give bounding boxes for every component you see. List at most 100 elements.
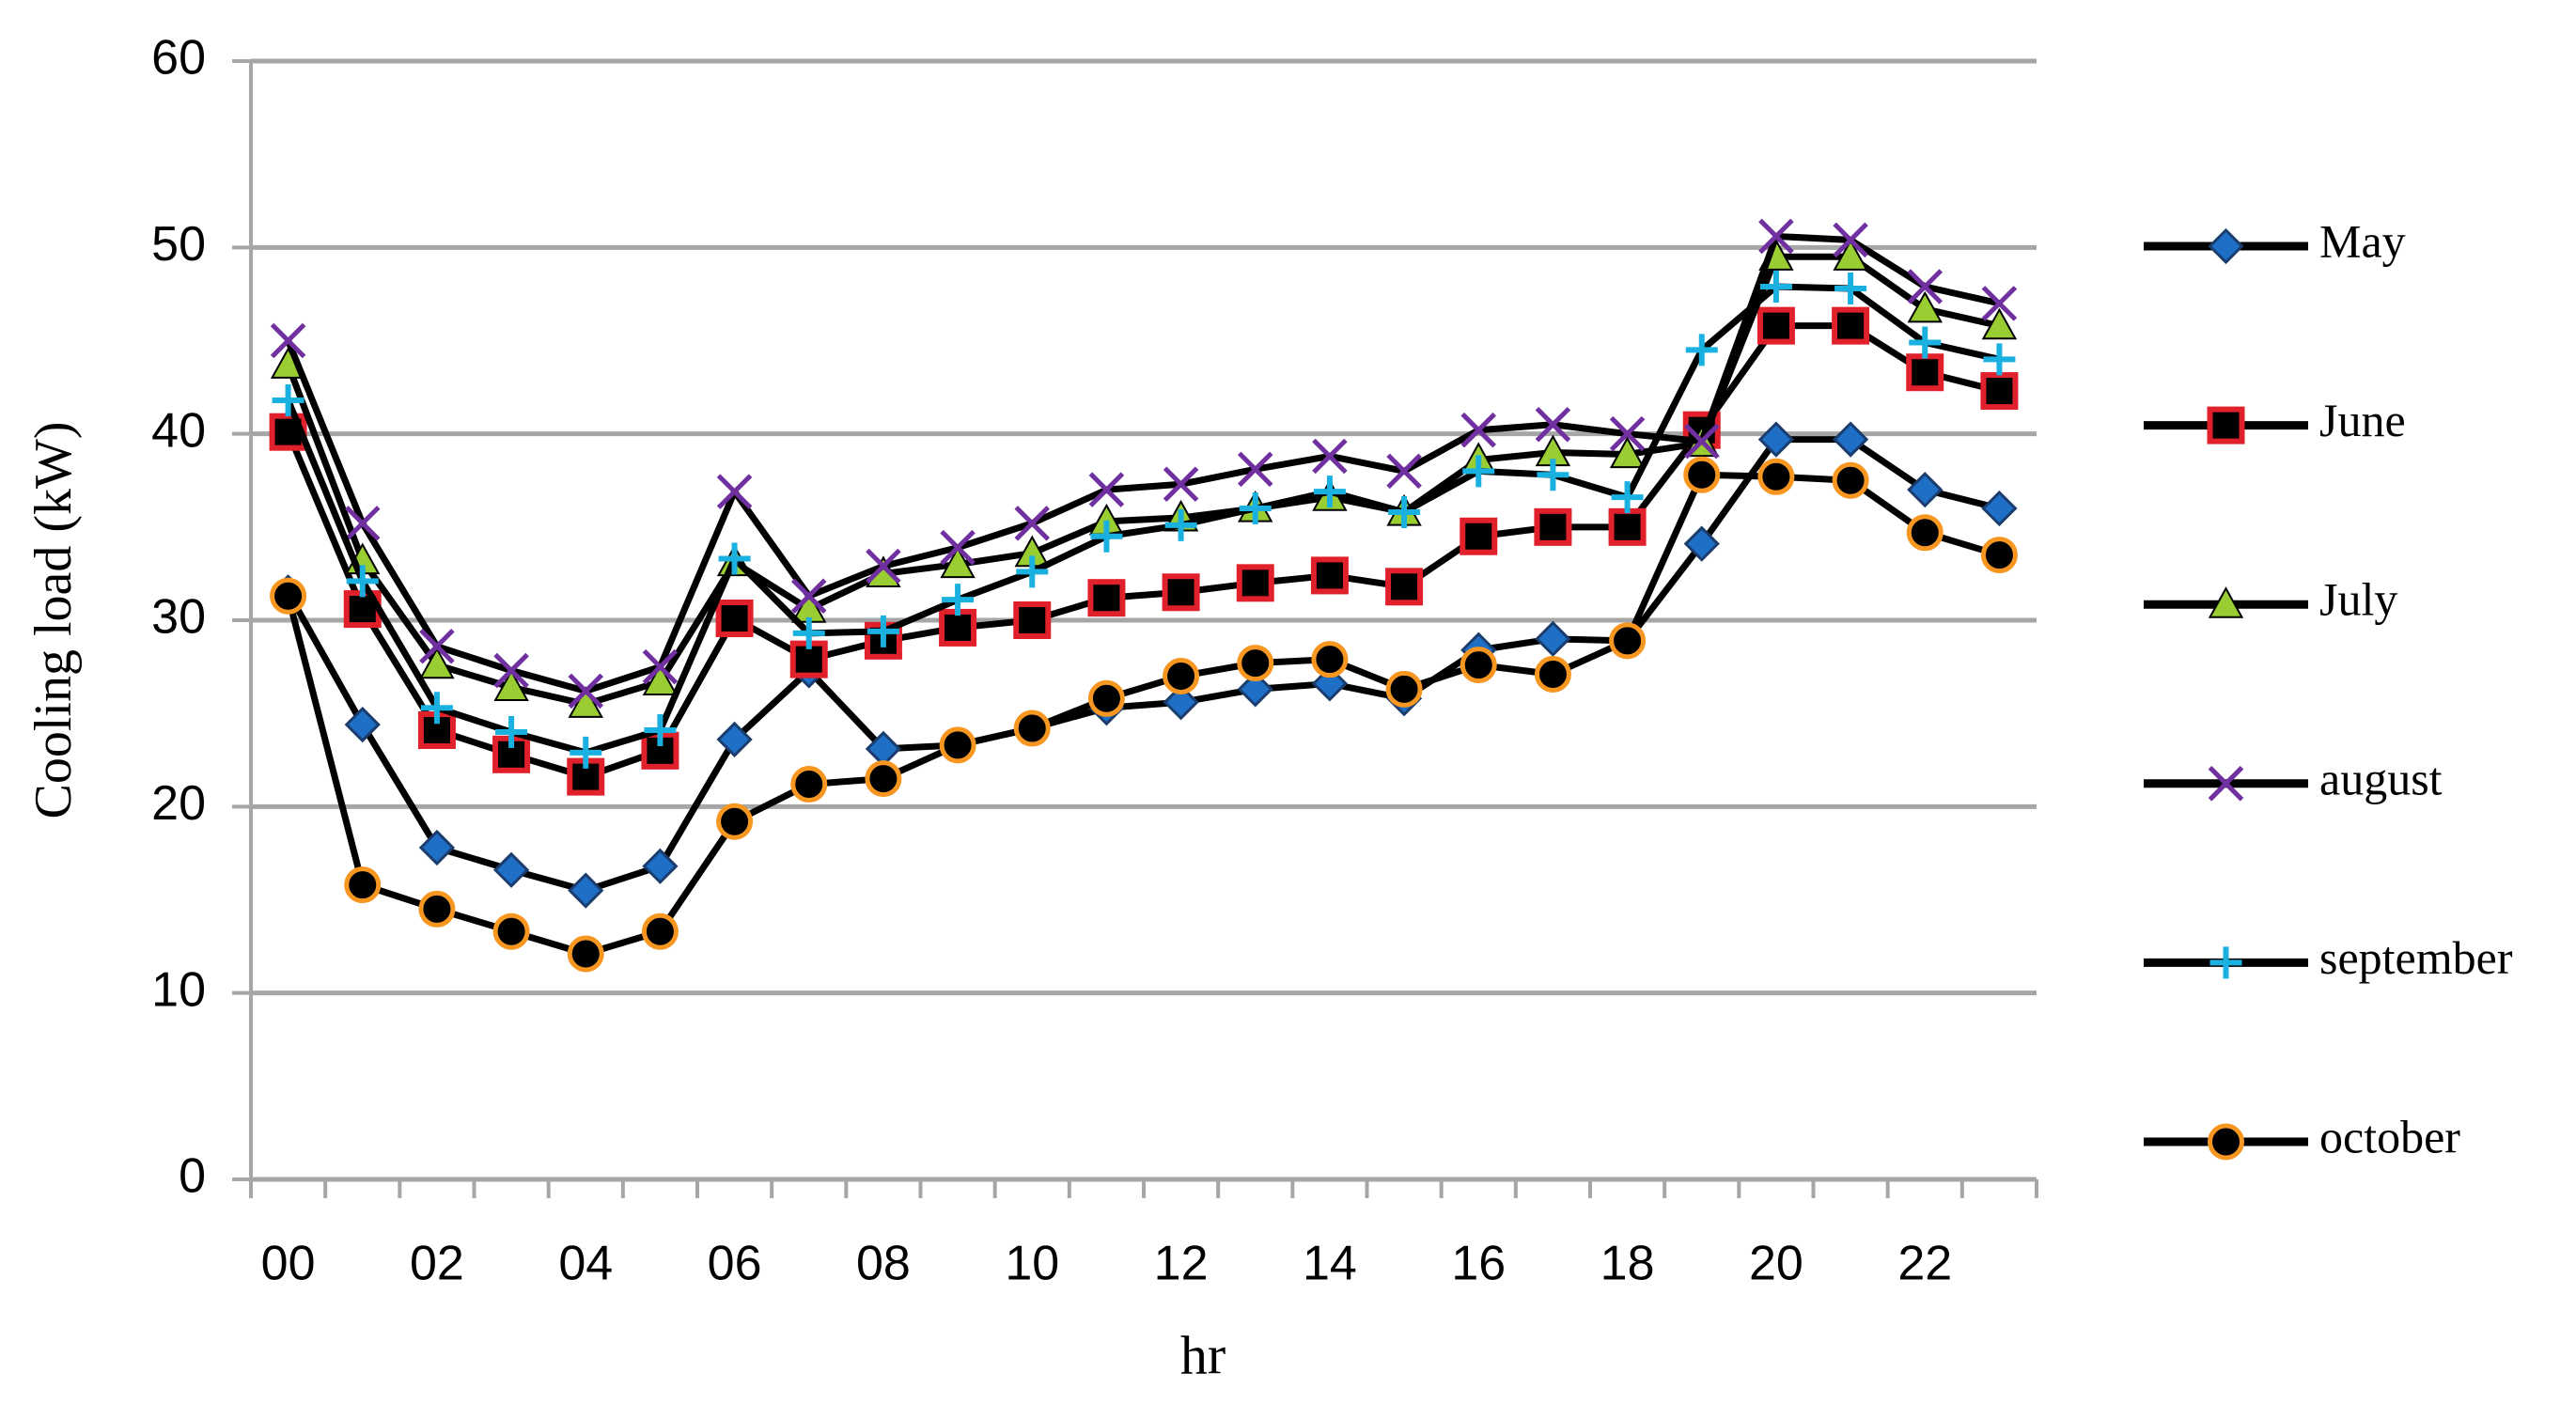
marker xyxy=(2208,1123,2244,1161)
marker xyxy=(866,548,901,585)
marker xyxy=(1386,453,1422,490)
marker xyxy=(1016,555,1049,588)
marker xyxy=(1980,537,2018,574)
marker xyxy=(417,711,456,750)
marker xyxy=(1757,458,1795,495)
legend-label: september xyxy=(2319,931,2513,984)
marker xyxy=(644,714,677,747)
marker xyxy=(1313,476,1346,508)
marker xyxy=(716,803,754,840)
marker xyxy=(1534,507,1572,546)
marker xyxy=(1162,573,1200,612)
marker xyxy=(495,716,528,748)
marker xyxy=(1014,506,1051,541)
marker xyxy=(1907,290,1943,323)
marker xyxy=(2208,586,2244,618)
marker xyxy=(1833,239,1868,271)
marker xyxy=(1460,412,1497,448)
legend-label: august xyxy=(2319,752,2443,804)
marker xyxy=(718,542,751,575)
marker xyxy=(1312,438,1348,475)
marker xyxy=(1980,372,2019,411)
y-tick-label: 50 xyxy=(151,217,206,272)
marker xyxy=(939,726,976,764)
marker xyxy=(1163,684,1199,721)
marker xyxy=(716,721,753,758)
x-tick-label: 16 xyxy=(1451,1237,1506,1291)
marker xyxy=(344,866,382,904)
marker xyxy=(1087,579,1126,617)
x-tick-label: 10 xyxy=(1005,1237,1059,1291)
marker xyxy=(568,686,603,718)
marker xyxy=(272,383,304,416)
marker xyxy=(641,912,679,950)
marker xyxy=(942,584,975,616)
marker xyxy=(1087,679,1125,717)
marker xyxy=(1906,514,1944,552)
marker xyxy=(1163,658,1200,694)
x-tick-label: 02 xyxy=(410,1237,464,1291)
y-tick-label: 60 xyxy=(151,31,206,86)
marker xyxy=(1090,520,1123,553)
marker xyxy=(1239,492,1272,524)
marker xyxy=(270,322,306,359)
marker xyxy=(790,578,827,614)
y-axis-label: Cooling load (kW) xyxy=(24,421,83,819)
marker xyxy=(1759,270,1792,303)
marker xyxy=(1832,306,1870,345)
marker xyxy=(1906,353,1944,392)
series xyxy=(272,270,2016,769)
marker xyxy=(865,760,902,798)
marker xyxy=(792,616,825,649)
y-tick-label: 20 xyxy=(151,776,206,831)
marker xyxy=(1537,459,1569,491)
y-tick-label: 10 xyxy=(151,962,206,1017)
marker xyxy=(568,872,604,909)
series-line xyxy=(285,283,2001,756)
marker xyxy=(1534,656,1571,694)
marker xyxy=(1683,423,1720,460)
marker xyxy=(1907,269,1944,304)
marker xyxy=(1756,306,1795,345)
x-tick-label: 14 xyxy=(1303,1237,1357,1291)
y-tick-label: 30 xyxy=(151,590,206,645)
marker xyxy=(1013,601,1052,639)
marker xyxy=(1981,490,2018,527)
marker xyxy=(1833,222,1868,258)
marker xyxy=(1832,461,1869,499)
marker xyxy=(642,848,679,884)
marker xyxy=(1237,671,1273,708)
marker xyxy=(1834,272,1867,304)
x-tick-label: 06 xyxy=(708,1237,762,1291)
marker xyxy=(1088,472,1125,507)
legend-label: June xyxy=(2319,394,2406,446)
marker xyxy=(790,766,828,803)
marker xyxy=(419,628,455,664)
marker xyxy=(940,529,976,566)
marker xyxy=(2209,946,2242,979)
marker xyxy=(1164,508,1197,541)
marker xyxy=(418,829,456,866)
marker xyxy=(346,565,379,598)
marker xyxy=(2208,227,2244,265)
series xyxy=(270,218,2018,710)
marker xyxy=(1237,451,1273,488)
marker xyxy=(1462,455,1495,488)
marker xyxy=(1535,620,1571,657)
marker xyxy=(1013,710,1051,747)
marker xyxy=(1609,436,1646,469)
marker xyxy=(716,474,753,509)
marker xyxy=(642,648,679,685)
series xyxy=(270,456,2018,973)
marker xyxy=(493,652,529,689)
marker xyxy=(344,506,381,541)
marker xyxy=(2207,406,2245,444)
marker xyxy=(1385,568,1424,606)
marker xyxy=(344,706,381,743)
legend-label: May xyxy=(2319,214,2406,267)
marker xyxy=(1757,421,1795,458)
x-tick-label: 00 xyxy=(261,1237,316,1291)
legend-label: July xyxy=(2319,573,2397,626)
marker xyxy=(1981,286,2018,321)
